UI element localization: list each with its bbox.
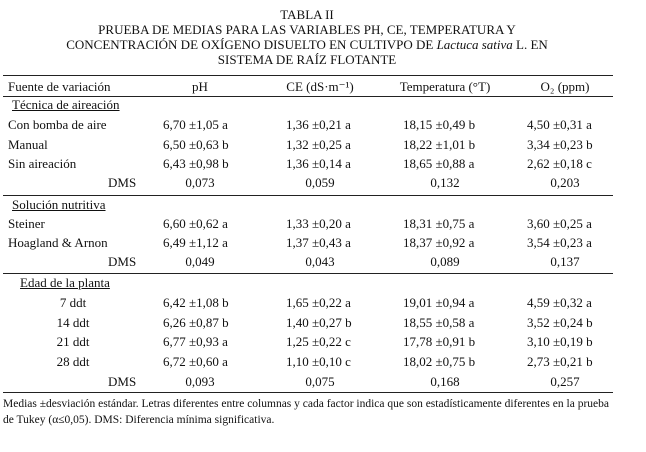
cell-value: 18,65 ±0,88 a — [403, 156, 475, 171]
cell-value: 6,70 ±1,05 a — [163, 117, 228, 132]
cell-value: 18,02 ±0,75 b — [403, 354, 476, 369]
column-header: pH — [192, 79, 208, 94]
title-line: CONCENTRACIÓN DE OXÍGENO DISUELTO EN CUL… — [0, 37, 614, 53]
dms-value: 0,049 — [185, 254, 215, 269]
cell-value: 19,01 ±0,94 a — [403, 295, 475, 310]
cell-value: 6,49 ±1,12 a — [163, 235, 228, 250]
cell-value: 2,73 ±0,21 b — [527, 354, 593, 369]
cell-value: 1,33 ±0,20 a — [286, 216, 351, 231]
cell-value: 6,42 ±1,08 b — [163, 295, 229, 310]
rule — [3, 75, 613, 76]
cell-value: 1,25 ±0,22 c — [286, 334, 351, 349]
cell-value: 3,34 ±0,23 b — [527, 137, 593, 152]
dms-label: DMS — [108, 175, 137, 190]
row-label: Con bomba de aire — [8, 117, 107, 132]
dms-label: DMS — [108, 254, 137, 269]
section-heading: Solución nutritiva — [12, 197, 106, 212]
cell-value: 3,52 ±0,24 b — [527, 315, 593, 330]
column-header: Temperatura (°T) — [399, 79, 491, 94]
dms-value: 0,075 — [305, 374, 335, 389]
row-label: 28 ddt — [56, 354, 90, 369]
title-text: CONCENTRACIÓN DE OXÍGENO DISUELTO EN CUL… — [66, 37, 437, 52]
dms-value: 0,203 — [550, 175, 580, 190]
title-line: TABLA II — [280, 7, 334, 22]
section-heading: Edad de la planta — [20, 275, 110, 290]
dms-value: 0,132 — [430, 175, 460, 190]
footnote: Medias ±desviación estándar. Letras dife… — [3, 398, 609, 426]
cell-value: 4,59 ±0,32 a — [527, 295, 592, 310]
dms-value: 0,257 — [550, 374, 580, 389]
cell-value: 3,60 ±0,25 a — [527, 216, 592, 231]
rule — [3, 96, 613, 97]
cell-value: 1,36 ±0,21 a — [286, 117, 351, 132]
cell-value: 2,62 ±0,18 c — [527, 156, 592, 171]
cell-value: 3,10 ±0,19 b — [527, 334, 593, 349]
column-header: CE (dS·m⁻¹) — [286, 79, 354, 94]
row-label: 21 ddt — [56, 334, 90, 349]
cell-value: 1,65 ±0,22 a — [286, 295, 351, 310]
cell-value: 18,37 ±0,92 a — [403, 235, 475, 250]
cell-value: 1,10 ±0,10 c — [286, 354, 351, 369]
dms-value: 0,059 — [305, 175, 335, 190]
title-line: SISTEMA DE RAÍZ FLOTANTE — [217, 52, 397, 67]
cell-value: 6,50 ±0,63 b — [163, 137, 229, 152]
cell-value: 6,60 ±0,62 a — [163, 216, 228, 231]
dms-value: 0,137 — [550, 254, 580, 269]
rule — [3, 273, 613, 274]
dms-value: 0,073 — [185, 175, 215, 190]
title-species: Lactuca sativa — [436, 37, 513, 52]
row-label: Steiner — [8, 216, 45, 231]
cell-value: 1,32 ±0,25 a — [286, 137, 351, 152]
cell-value: 6,77 ±0,93 a — [163, 334, 228, 349]
row-label: Hoagland & Arnon — [8, 235, 108, 250]
cell-value: 18,31 ±0,75 a — [403, 216, 475, 231]
cell-value: 1,40 ±0,27 b — [286, 315, 352, 330]
title-text: L. EN — [512, 37, 548, 52]
section-heading: Técnica de aireación — [12, 97, 120, 112]
cell-value: 6,72 ±0,60 a — [163, 354, 228, 369]
cell-value: 17,78 ±0,91 b — [403, 334, 476, 349]
cell-value: 3,54 ±0,23 a — [527, 235, 592, 250]
column-header: O₂ (ppm) — [540, 79, 590, 94]
cell-value: 1,36 ±0,14 a — [286, 156, 351, 171]
cell-value: 6,43 ±0,98 b — [163, 156, 229, 171]
row-label: 7 ddt — [59, 295, 87, 310]
cell-value: 18,15 ±0,49 b — [403, 117, 476, 132]
cell-value: 6,26 ±0,87 b — [163, 315, 229, 330]
dms-value: 0,043 — [305, 254, 335, 269]
row-label: Manual — [8, 137, 48, 152]
dms-value: 0,168 — [430, 374, 460, 389]
cell-value: 18,22 ±1,01 b — [403, 137, 476, 152]
dms-value: 0,089 — [430, 254, 460, 269]
column-header: Fuente de variación — [8, 79, 111, 94]
row-label: 14 ddt — [56, 315, 90, 330]
rule — [3, 392, 613, 393]
rule — [3, 195, 613, 196]
title-line: PRUEBA DE MEDIAS PARA LAS VARIABLES PH, … — [98, 22, 516, 37]
dms-value: 0,093 — [185, 374, 215, 389]
cell-value: 18,55 ±0,58 a — [403, 315, 475, 330]
dms-label: DMS — [108, 374, 137, 389]
cell-value: 1,37 ±0,43 a — [286, 235, 351, 250]
row-label: Sin aireación — [8, 156, 77, 171]
cell-value: 4,50 ±0,31 a — [527, 117, 592, 132]
